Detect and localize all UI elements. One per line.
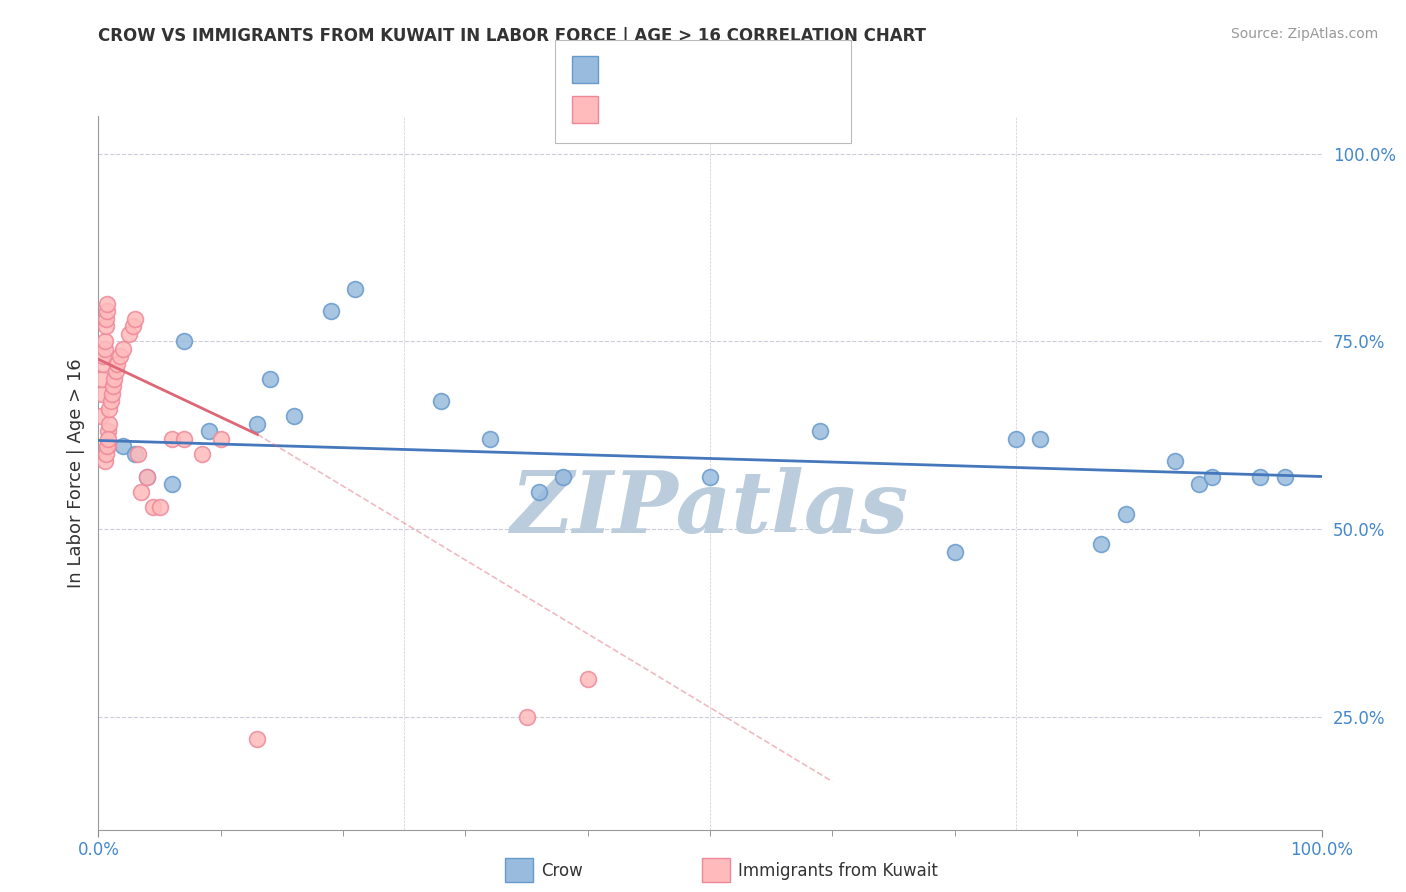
Point [149,500,172,514]
Text: Source: ZipAtlas.com: Source: ZipAtlas.com [1230,27,1378,41]
Point [478,432,501,446]
Point [127,447,149,461]
Point [98,417,121,431]
Point [344,282,367,296]
Text: R =  -0.185   N =  35: R = -0.185 N = 35 [607,61,796,78]
Point [90,409,112,424]
Point [100,394,122,409]
Point [121,319,143,334]
Point [1188,477,1211,491]
Point [1004,432,1026,446]
Point [1164,454,1187,468]
Point [808,425,831,439]
Point [142,500,165,514]
Point [91,387,114,401]
Y-axis label: In Labor Force | Age > 16: In Labor Force | Age > 16 [66,358,84,588]
Point [94,447,117,461]
Point [93,334,115,349]
Point [118,326,141,341]
Point [197,425,219,439]
Point [699,469,721,483]
Point [1029,432,1052,446]
Point [96,440,118,454]
Point [101,379,124,393]
Text: ZIPatlas: ZIPatlas [510,467,910,550]
Point [96,297,118,311]
Point [91,357,114,371]
Point [943,544,966,558]
Point [124,311,146,326]
Point [93,342,115,356]
Point [283,409,305,424]
Point [94,311,117,326]
Point [94,319,117,334]
Point [527,484,550,499]
Point [1090,537,1112,551]
Point [103,372,125,386]
Point [111,342,134,356]
Text: Crow: Crow [541,862,583,880]
Point [93,454,115,468]
Point [173,432,195,446]
Point [1115,507,1137,521]
Text: Immigrants from Kuwait: Immigrants from Kuwait [738,862,938,880]
Point [246,732,269,747]
Point [105,357,128,371]
Point [91,372,114,386]
Point [129,484,152,499]
Point [104,364,127,378]
Point [430,394,453,409]
Point [259,372,281,386]
Point [96,304,118,318]
Point [173,334,195,349]
Point [101,387,124,401]
Point [97,425,120,439]
Point [91,349,114,363]
Point [160,477,183,491]
Point [1274,469,1296,483]
Point [553,469,575,483]
Point [97,432,120,446]
Point [111,440,134,454]
Text: CROW VS IMMIGRANTS FROM KUWAIT IN LABOR FORCE | AGE > 16 CORRELATION CHART: CROW VS IMMIGRANTS FROM KUWAIT IN LABOR … [98,27,927,45]
Point [136,469,159,483]
Point [97,440,120,454]
Point [136,469,159,483]
Point [1201,469,1223,483]
Point [319,304,342,318]
Point [160,432,183,446]
Text: R =  -0.171   N =  42: R = -0.171 N = 42 [607,101,796,119]
Point [209,432,232,446]
Point [1249,469,1271,483]
Point [191,447,214,461]
Point [515,710,537,724]
Point [576,673,599,687]
Point [110,349,132,363]
Point [98,401,121,416]
Point [124,447,146,461]
Point [246,417,269,431]
